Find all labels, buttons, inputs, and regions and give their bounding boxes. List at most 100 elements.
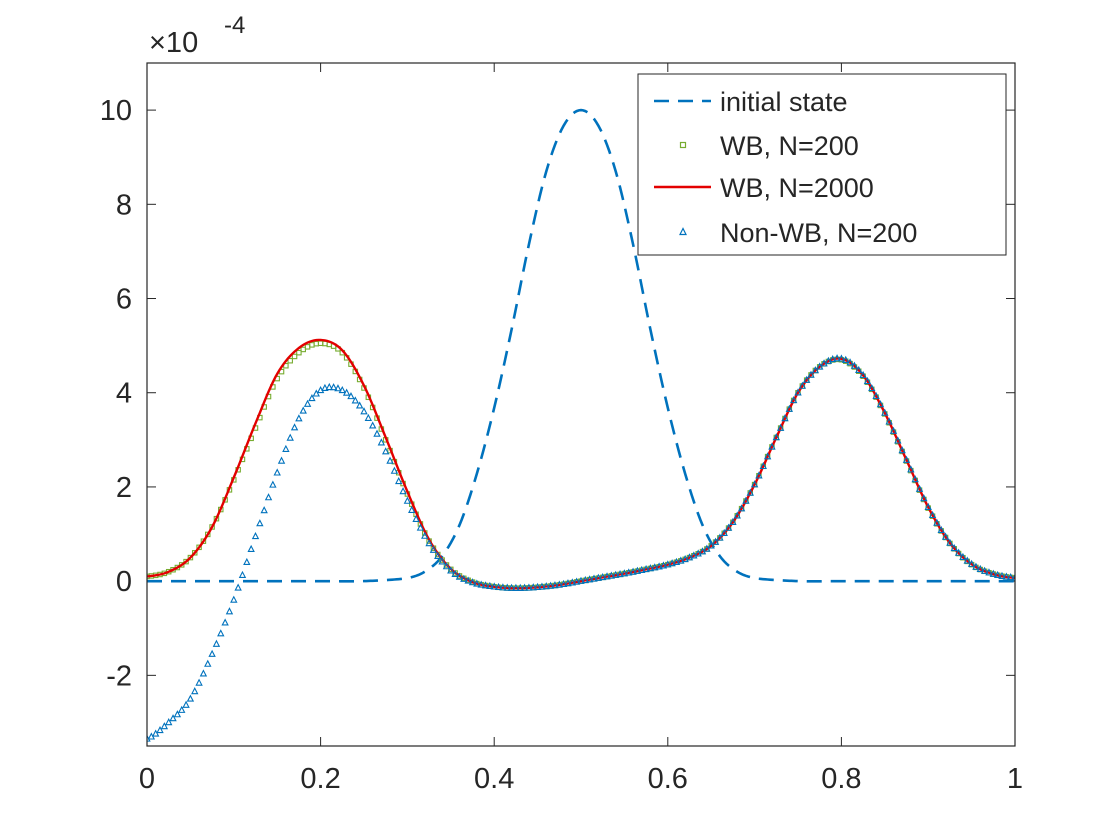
data-point — [772, 433, 781, 441]
data-point — [585, 575, 594, 583]
data-point — [1006, 573, 1015, 581]
data-point — [533, 582, 542, 591]
data-point — [395, 476, 403, 485]
data-point — [173, 710, 182, 718]
data-point — [811, 366, 820, 374]
y-tick-label: 0 — [116, 566, 132, 598]
data-point — [260, 506, 268, 514]
data-point — [872, 391, 880, 399]
data-point — [625, 568, 633, 576]
data-point — [889, 426, 898, 434]
data-point — [572, 577, 581, 585]
data-point — [755, 471, 763, 479]
data-point — [277, 456, 286, 464]
data-point — [681, 554, 689, 563]
data-point — [668, 559, 676, 567]
data-point — [651, 563, 659, 571]
data-point — [286, 433, 294, 441]
data-point — [186, 694, 195, 702]
legend: initial state WB, N=200 WB, N=2000 Non-WB, … — [637, 73, 1007, 256]
series-wb-n-2000 — [147, 338, 1015, 590]
data-point — [434, 551, 442, 559]
data-point — [590, 574, 598, 582]
data-point — [360, 407, 368, 415]
data-point — [876, 400, 885, 408]
data-point — [937, 525, 945, 534]
data-point — [234, 583, 242, 591]
data-point — [221, 618, 229, 626]
legend-label: WB, N=2000 — [720, 173, 874, 203]
series-initial-state — [147, 108, 1015, 583]
data-point — [716, 533, 724, 541]
data-point — [321, 383, 329, 391]
legend-swatch — [679, 227, 687, 236]
data-point — [421, 531, 429, 539]
x-tick-label: 0 — [139, 763, 155, 795]
data-point — [928, 510, 937, 519]
data-point — [169, 714, 177, 722]
data-point — [468, 578, 477, 586]
data-point — [551, 581, 559, 589]
data-point — [512, 583, 520, 591]
data-point — [269, 480, 277, 488]
data-point — [196, 544, 202, 551]
legend-label: initial state — [720, 87, 848, 117]
data-point — [863, 376, 872, 385]
y-tick-label: -2 — [106, 660, 132, 692]
y-scale-exponent-value: -4 — [224, 12, 245, 39]
data-point — [156, 725, 164, 734]
data-point — [894, 436, 902, 444]
data-point — [251, 531, 260, 540]
data-point — [746, 488, 754, 496]
data-point — [655, 562, 663, 570]
data-point — [911, 475, 919, 483]
data-point — [464, 576, 472, 584]
data-point — [282, 444, 290, 452]
data-point — [568, 578, 577, 586]
data-point — [247, 544, 255, 553]
data-point — [546, 581, 555, 589]
data-point — [460, 574, 468, 582]
y-scale-exponent: ×10 -4 — [149, 12, 245, 59]
data-point — [980, 566, 989, 574]
data-point — [312, 389, 320, 397]
legend-item: WB, N=200 — [679, 131, 859, 161]
data-point — [225, 607, 234, 615]
data-point — [642, 564, 650, 573]
data-point — [425, 539, 433, 547]
data-point — [750, 480, 759, 488]
data-point — [950, 543, 958, 552]
data-point — [846, 358, 854, 366]
series-layer — [147, 108, 1015, 742]
data-point — [763, 452, 772, 460]
data-point — [187, 554, 194, 561]
data-point — [377, 438, 386, 446]
data-point — [646, 564, 655, 572]
data-point — [824, 356, 833, 364]
data-point — [151, 729, 160, 737]
series-line — [147, 108, 1015, 583]
data-point — [342, 388, 351, 396]
data-point — [191, 687, 199, 695]
legend-swatch — [679, 141, 687, 149]
data-point — [742, 496, 750, 504]
data-point — [160, 722, 169, 730]
data-point — [850, 361, 859, 369]
data-point — [659, 561, 668, 569]
data-point — [998, 571, 1006, 579]
data-point — [776, 423, 785, 431]
data-point — [733, 511, 741, 519]
data-point — [842, 355, 850, 363]
data-point — [403, 496, 412, 504]
y-tick-label: 8 — [116, 189, 132, 221]
data-point — [581, 575, 590, 584]
series-line — [147, 338, 1015, 590]
legend-label: Non-WB, N=200 — [720, 218, 917, 248]
data-point — [243, 557, 251, 566]
data-point — [941, 532, 950, 540]
data-point — [212, 639, 221, 647]
data-point — [256, 519, 264, 527]
data-point — [972, 562, 980, 570]
data-point — [855, 365, 863, 374]
data-point — [985, 568, 993, 576]
